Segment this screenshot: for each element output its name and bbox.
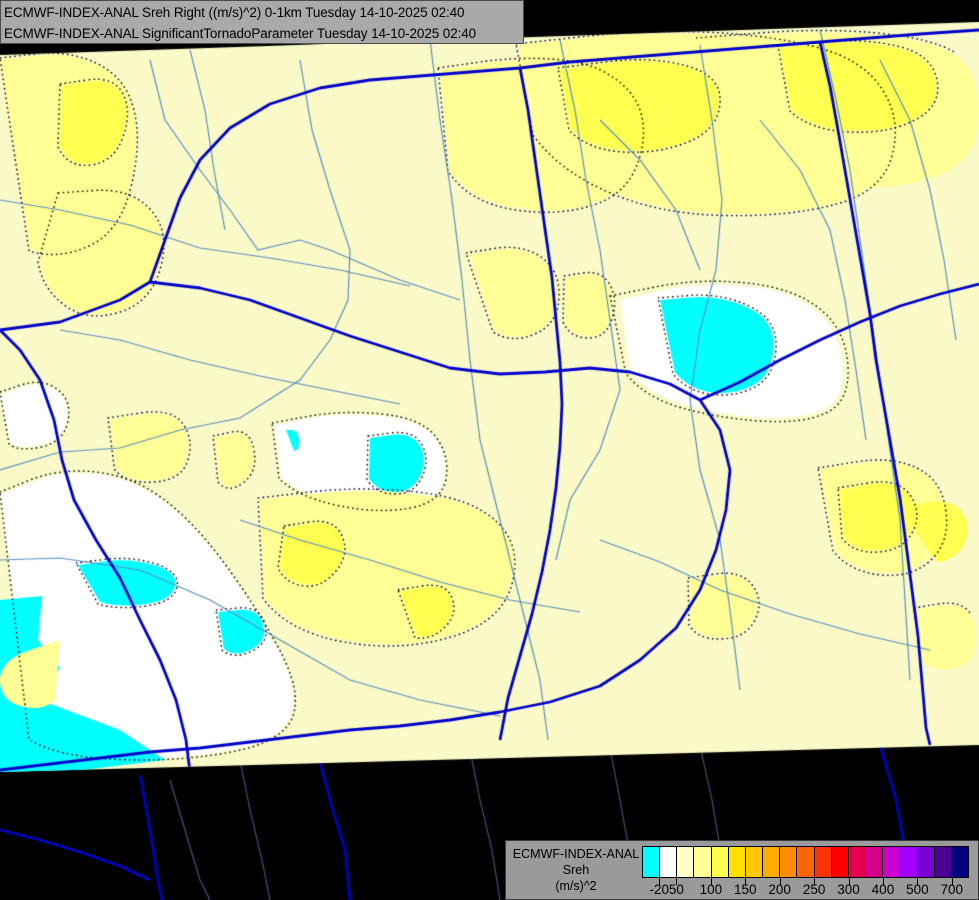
map-title-bar: ECMWF-INDEX-ANAL Sreh Right ((m/s)^2) 0-… — [0, 0, 524, 44]
legend-swatch-6[interactable] — [745, 847, 764, 877]
legend-tick-7 — [882, 878, 884, 885]
legend-tick-label-4: 200 — [768, 882, 791, 897]
legend-swatch-10[interactable] — [814, 847, 832, 877]
legend-tick-0 — [659, 878, 661, 885]
legend-tick-8 — [917, 878, 919, 885]
legend-colorbar-wrap: -20 50 100 150 200 250 300 400 500 700 — [642, 842, 978, 898]
legend-swatch-2[interactable] — [677, 847, 695, 877]
legend-field-label: Sreh — [562, 863, 590, 877]
legend-tick-label-9: 700 — [940, 882, 964, 897]
legend-swatch-16[interactable] — [917, 847, 935, 877]
legend-swatch-9[interactable] — [797, 847, 815, 877]
legend-swatch-12[interactable] — [848, 847, 867, 877]
legend-tick-label-2: 100 — [699, 882, 723, 897]
legend-tick-label-8: 500 — [906, 882, 929, 897]
legend-tick-label-6: 300 — [837, 882, 860, 897]
legend-swatch-5[interactable] — [728, 847, 746, 877]
legend-tick-2 — [710, 878, 712, 885]
legend-caption: ECMWF-INDEX-ANAL Sreh (m/s)^2 — [506, 846, 642, 894]
legend-panel: ECMWF-INDEX-ANAL Sreh (m/s)^2 -20 50 100 15… — [505, 840, 979, 900]
legend-tick-5 — [814, 878, 816, 885]
legend-swatch-7[interactable] — [763, 847, 781, 877]
legend-swatch-17[interactable] — [934, 847, 952, 877]
legend-tick-6 — [848, 878, 850, 885]
legend-units-label: (m/s)^2 — [555, 879, 597, 893]
legend-tick-9 — [951, 878, 953, 885]
legend-tick-axis: -20 50 100 150 200 250 300 400 500 700 — [642, 878, 969, 898]
legend-swatch-11[interactable] — [831, 847, 849, 877]
legend-swatch-15[interactable] — [900, 847, 918, 877]
legend-tick-label-0: -20 — [649, 882, 669, 897]
legend-swatch-1[interactable] — [660, 847, 678, 877]
legend-swatch-4[interactable] — [711, 847, 729, 877]
legend-swatch-3[interactable] — [694, 847, 712, 877]
legend-swatch-18[interactable] — [951, 847, 968, 877]
legend-tick-3 — [745, 878, 747, 885]
legend-swatch-8[interactable] — [780, 847, 798, 877]
legend-swatch-0[interactable] — [643, 847, 661, 877]
map-title-line-1: ECMWF-INDEX-ANAL Sreh Right ((m/s)^2) 0-… — [4, 5, 465, 20]
legend-tick-label-7: 400 — [871, 882, 895, 897]
legend-tick-4 — [779, 878, 781, 885]
map-title-line-2: ECMWF-INDEX-ANAL SignificantTornadoParam… — [4, 26, 477, 41]
legend-swatch-14[interactable] — [883, 847, 901, 877]
legend-tick-label-1: 50 — [668, 882, 684, 897]
legend-swatch-13[interactable] — [866, 847, 884, 877]
legend-model-label: ECMWF-INDEX-ANAL — [512, 847, 640, 861]
legend-colorbar[interactable] — [642, 846, 969, 878]
legend-tick-1 — [676, 878, 678, 885]
legend-tick-label-5: 250 — [802, 882, 826, 897]
legend-tick-label-3: 150 — [733, 882, 757, 897]
